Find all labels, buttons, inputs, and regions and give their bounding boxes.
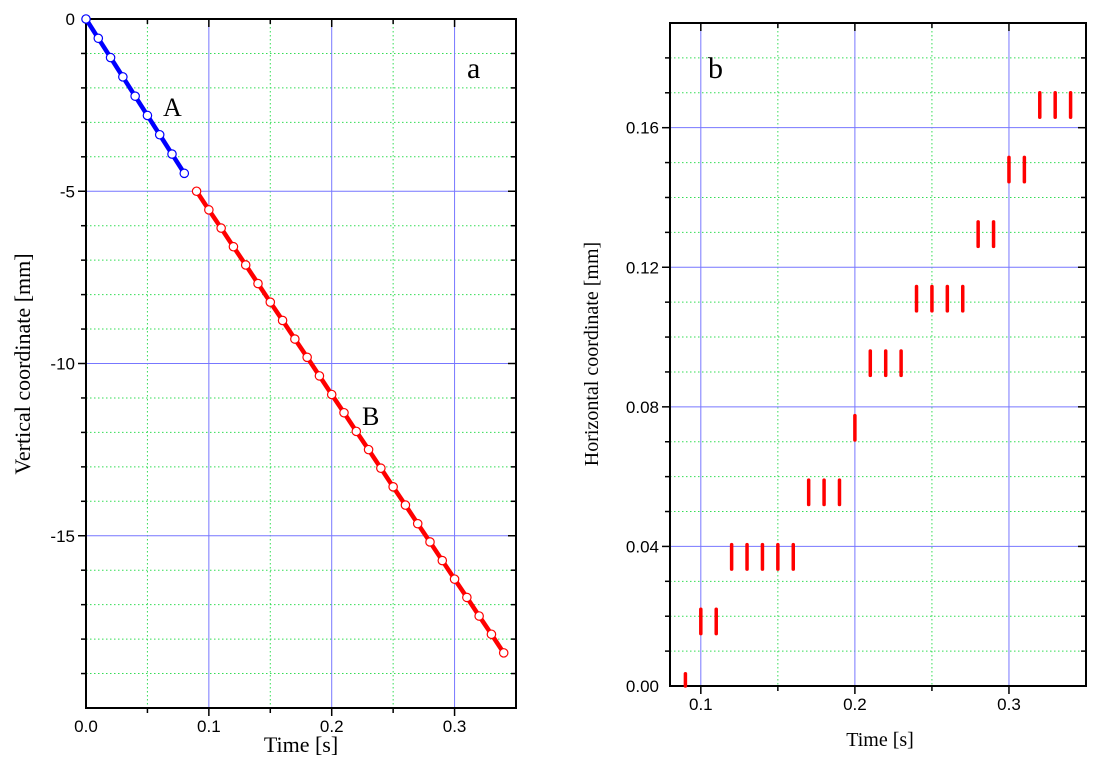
data-point <box>412 518 423 529</box>
panel-a: 0.0 0.1 0.2 0.3 0 -5 -10 -15 <box>50 10 517 736</box>
data-point <box>105 52 116 63</box>
y-tick-label: 0.04 <box>626 537 659 556</box>
panel-b-label: b <box>708 52 723 85</box>
x-tick-label: 0.3 <box>443 717 467 736</box>
y-tick-label: 0.12 <box>626 258 659 277</box>
data-point <box>204 205 214 215</box>
data-point <box>449 574 460 584</box>
x-tick-label: 0.3 <box>997 695 1021 714</box>
x-tick-label: 0.0 <box>74 717 98 736</box>
panel-b: 0.1 0.2 0.3 0.00 0.04 0.08 0.12 0.16 <box>626 22 1087 714</box>
x-tick-label: 0.1 <box>197 717 221 736</box>
y-tick-label: -15 <box>50 527 75 546</box>
data-point <box>118 72 128 82</box>
panel-a-ylabel: Vertical coordinate [mm] <box>10 253 35 474</box>
data-point <box>191 186 202 197</box>
annotation-a: A <box>163 93 182 122</box>
data-point <box>302 352 312 363</box>
plot-frame <box>669 22 1087 687</box>
data-point <box>400 500 411 510</box>
panel-b-ylabel: Horizontal coordinate [mm] <box>581 242 603 466</box>
data-point <box>81 14 91 24</box>
data-point <box>339 407 349 418</box>
data-point <box>277 315 288 326</box>
data-point <box>179 168 190 179</box>
data-point <box>486 629 497 640</box>
data-point <box>228 241 239 252</box>
y-tick-label: -10 <box>50 355 75 374</box>
data-point <box>363 444 374 455</box>
data-point <box>425 537 435 547</box>
panel-a-xlabel: Time [s] <box>264 732 338 757</box>
data-point <box>216 223 226 233</box>
data-point <box>437 555 448 566</box>
data-point <box>154 129 165 140</box>
data-point <box>326 389 337 400</box>
x-tick-label: 0.2 <box>843 695 867 714</box>
y-tick-label: 0.08 <box>626 398 659 417</box>
data-point <box>351 426 362 437</box>
x-tick-label: 0.2 <box>320 717 344 736</box>
y-tick-label: 0.00 <box>626 677 659 696</box>
y-tick-label: 0 <box>66 10 75 29</box>
data-point <box>498 648 509 658</box>
data-point <box>253 278 263 289</box>
x-tick-label: 0.1 <box>689 695 713 714</box>
y-tick-label: -5 <box>60 182 75 201</box>
data-point <box>290 334 300 344</box>
data-point <box>240 260 251 270</box>
data-point <box>265 297 276 307</box>
data-point <box>130 91 140 101</box>
data-point <box>314 371 325 381</box>
data-point <box>93 33 104 44</box>
panel-b-xlabel: Time [s] <box>846 729 914 751</box>
annotation-b: B <box>362 402 379 431</box>
data-point <box>167 149 177 159</box>
data-point <box>376 463 386 474</box>
data-point <box>474 611 484 621</box>
y-tick-label: 0.16 <box>626 119 659 138</box>
data-point <box>462 592 472 603</box>
panel-a-label: a <box>467 52 480 85</box>
data-point <box>142 110 153 121</box>
data-point <box>388 482 398 492</box>
